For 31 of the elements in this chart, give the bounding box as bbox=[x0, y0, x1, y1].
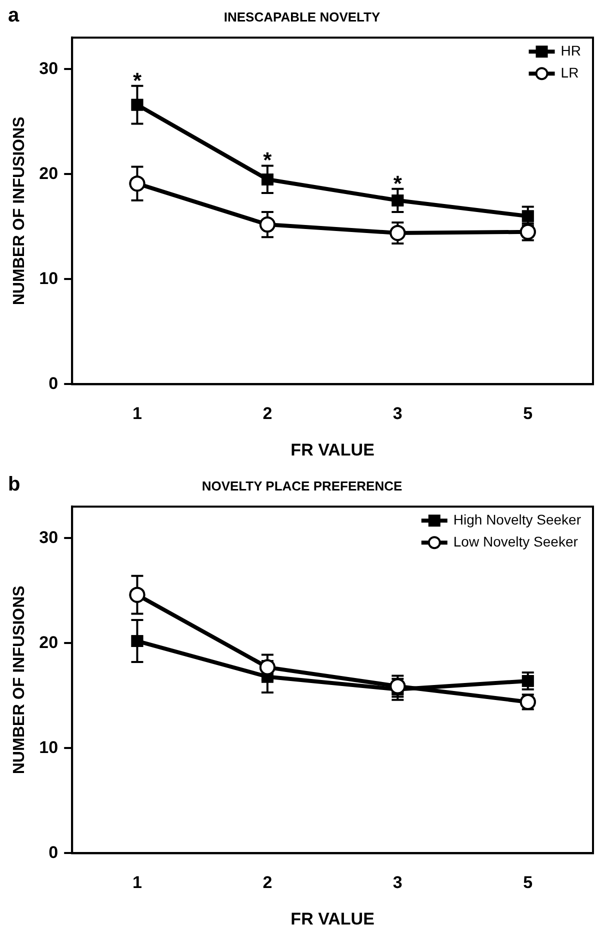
legend-label: High Novelty Seeker bbox=[453, 511, 582, 528]
annotation: * bbox=[393, 170, 402, 196]
x-tick-label: 5 bbox=[523, 873, 533, 892]
chart-title: NOVELTY PLACE PREFERENCE bbox=[202, 478, 402, 494]
y-axis-title: NUMBER OF INFUSIONS bbox=[11, 585, 28, 774]
x-axis-title: FR VALUE bbox=[290, 440, 374, 460]
x-tick-label: 2 bbox=[262, 873, 272, 892]
y-tick-label: 30 bbox=[39, 58, 58, 78]
annotation: * bbox=[263, 148, 272, 173]
annotation: * bbox=[132, 68, 142, 93]
x-tick-label: 3 bbox=[392, 873, 402, 892]
x-tick-label: 5 bbox=[523, 404, 533, 424]
legend-label: LR bbox=[560, 64, 579, 80]
y-tick-label: 0 bbox=[48, 842, 58, 862]
y-tick-label: 0 bbox=[48, 374, 58, 393]
y-axis-title: NUMBER OF INFUSIONS bbox=[11, 116, 28, 306]
text: b bbox=[8, 474, 20, 496]
x-tick-label: 1 bbox=[132, 873, 142, 892]
y-tick-label: 20 bbox=[39, 164, 58, 183]
y-tick-label: 20 bbox=[39, 632, 58, 652]
x-axis-title: FR VALUE bbox=[290, 909, 374, 928]
y-tick-label: 10 bbox=[39, 738, 58, 757]
y-tick-label: 10 bbox=[39, 268, 58, 288]
y-tick-label: 30 bbox=[39, 528, 58, 547]
text: a bbox=[8, 4, 20, 27]
x-tick-label: 2 bbox=[262, 404, 272, 424]
chart-title: INESCAPABLE NOVELTY bbox=[224, 9, 380, 24]
x-tick-label: 3 bbox=[392, 404, 402, 424]
legend-label: HR bbox=[560, 42, 582, 58]
x-tick-label: 1 bbox=[132, 404, 142, 424]
legend-label: Low Novelty Seeker bbox=[453, 533, 578, 550]
